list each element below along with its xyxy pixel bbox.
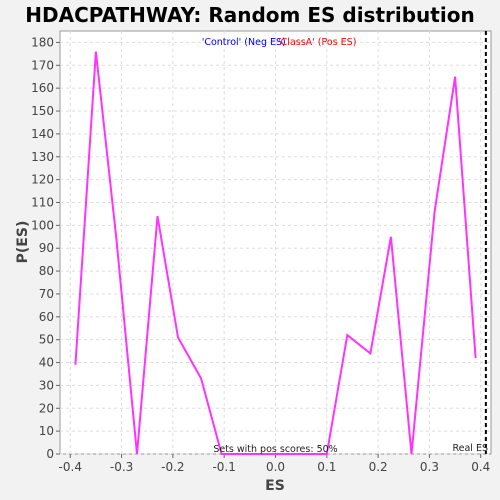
y-tick-label: 30 bbox=[39, 378, 54, 392]
x-tick-label: 0.2 bbox=[369, 460, 388, 474]
y-tick-label: 60 bbox=[39, 310, 54, 324]
y-tick-label: 20 bbox=[39, 401, 54, 415]
y-tick-label: 110 bbox=[31, 195, 54, 209]
y-tick-label: 90 bbox=[39, 241, 54, 255]
y-axis-label: P(ES) bbox=[15, 221, 31, 264]
y-tick-label: 0 bbox=[46, 447, 54, 461]
grid bbox=[60, 31, 491, 455]
y-tick-label: 40 bbox=[39, 356, 54, 370]
axis-ticks: 0 10 20 30 40 50 60 70 80 90 100 110 120 130 140 150 160… bbox=[31, 35, 490, 474]
pos-es-label: 'ClassA' (Pos ES) bbox=[278, 37, 356, 48]
x-tick-label: -0.2 bbox=[161, 460, 184, 474]
y-tick-label: 160 bbox=[31, 81, 54, 95]
y-tick-label: 170 bbox=[31, 58, 54, 72]
series-line bbox=[74, 51, 477, 455]
x-tick-label: 0.1 bbox=[317, 460, 336, 474]
y-tick-label: 50 bbox=[39, 333, 54, 347]
y-tick-label: 140 bbox=[31, 127, 54, 141]
pos-scores-annotation: Sets with pos scores: 50% bbox=[213, 444, 337, 455]
x-tick-label: -0.4 bbox=[59, 460, 82, 474]
x-tick-label: -0.1 bbox=[212, 460, 235, 474]
x-tick-label: 0.0 bbox=[266, 460, 285, 474]
neg-es-label: 'Control' (Neg ES) bbox=[202, 37, 286, 48]
y-tick-label: 100 bbox=[31, 218, 54, 232]
y-tick-label: 10 bbox=[39, 424, 54, 438]
y-tick-label: 180 bbox=[31, 35, 54, 49]
y-tick-label: 70 bbox=[39, 287, 54, 301]
real-es-label: Real ES bbox=[452, 443, 488, 454]
x-tick-label: 0.3 bbox=[420, 460, 439, 474]
y-tick-label: 130 bbox=[31, 150, 54, 164]
x-tick-label: 0.4 bbox=[471, 460, 490, 474]
x-tick-label: -0.3 bbox=[110, 460, 133, 474]
y-tick-label: 120 bbox=[31, 173, 54, 187]
y-tick-label: 150 bbox=[31, 104, 54, 118]
x-axis-label: ES bbox=[265, 478, 285, 494]
y-tick-label: 80 bbox=[39, 264, 54, 278]
chart-title: HDACPATHWAY: Random ES distribution bbox=[25, 3, 474, 27]
series-layer bbox=[74, 51, 477, 455]
